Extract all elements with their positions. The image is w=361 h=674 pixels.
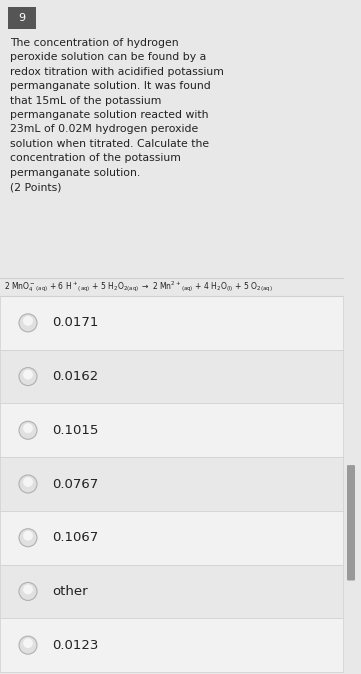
Text: 0.1015: 0.1015	[52, 424, 99, 437]
Circle shape	[23, 530, 33, 541]
Circle shape	[23, 477, 33, 487]
FancyBboxPatch shape	[0, 296, 343, 350]
FancyBboxPatch shape	[347, 465, 355, 580]
FancyBboxPatch shape	[0, 404, 343, 457]
Circle shape	[19, 314, 37, 332]
Text: 0.1067: 0.1067	[52, 531, 98, 544]
Circle shape	[23, 369, 33, 379]
Text: The concentration of hydrogen
peroxide solution can be found by a
redox titratio: The concentration of hydrogen peroxide s…	[10, 38, 224, 192]
Text: 0.0171: 0.0171	[52, 316, 99, 330]
Circle shape	[19, 421, 37, 439]
Text: 0.0162: 0.0162	[52, 370, 98, 383]
Circle shape	[19, 636, 37, 654]
Circle shape	[19, 475, 37, 493]
Circle shape	[19, 367, 37, 386]
Circle shape	[19, 582, 37, 601]
FancyBboxPatch shape	[0, 511, 343, 565]
Text: other: other	[52, 585, 88, 598]
FancyBboxPatch shape	[0, 618, 343, 672]
Text: 0.0123: 0.0123	[52, 639, 99, 652]
FancyBboxPatch shape	[0, 350, 343, 404]
Text: 2 MnO$_4^-$$_{\mathregular{(aq)}}$ + 6 H$^+$$_{\mathregular{(aq)}}$ + 5 H$_2$O$_: 2 MnO$_4^-$$_{\mathregular{(aq)}}$ + 6 H…	[4, 280, 273, 295]
Circle shape	[23, 316, 33, 326]
FancyBboxPatch shape	[0, 565, 343, 618]
Circle shape	[23, 638, 33, 648]
Text: 0.0767: 0.0767	[52, 477, 98, 491]
FancyBboxPatch shape	[8, 7, 36, 29]
Circle shape	[23, 423, 33, 433]
Circle shape	[19, 528, 37, 547]
Circle shape	[23, 584, 33, 594]
FancyBboxPatch shape	[0, 457, 343, 511]
Text: 9: 9	[18, 13, 26, 23]
